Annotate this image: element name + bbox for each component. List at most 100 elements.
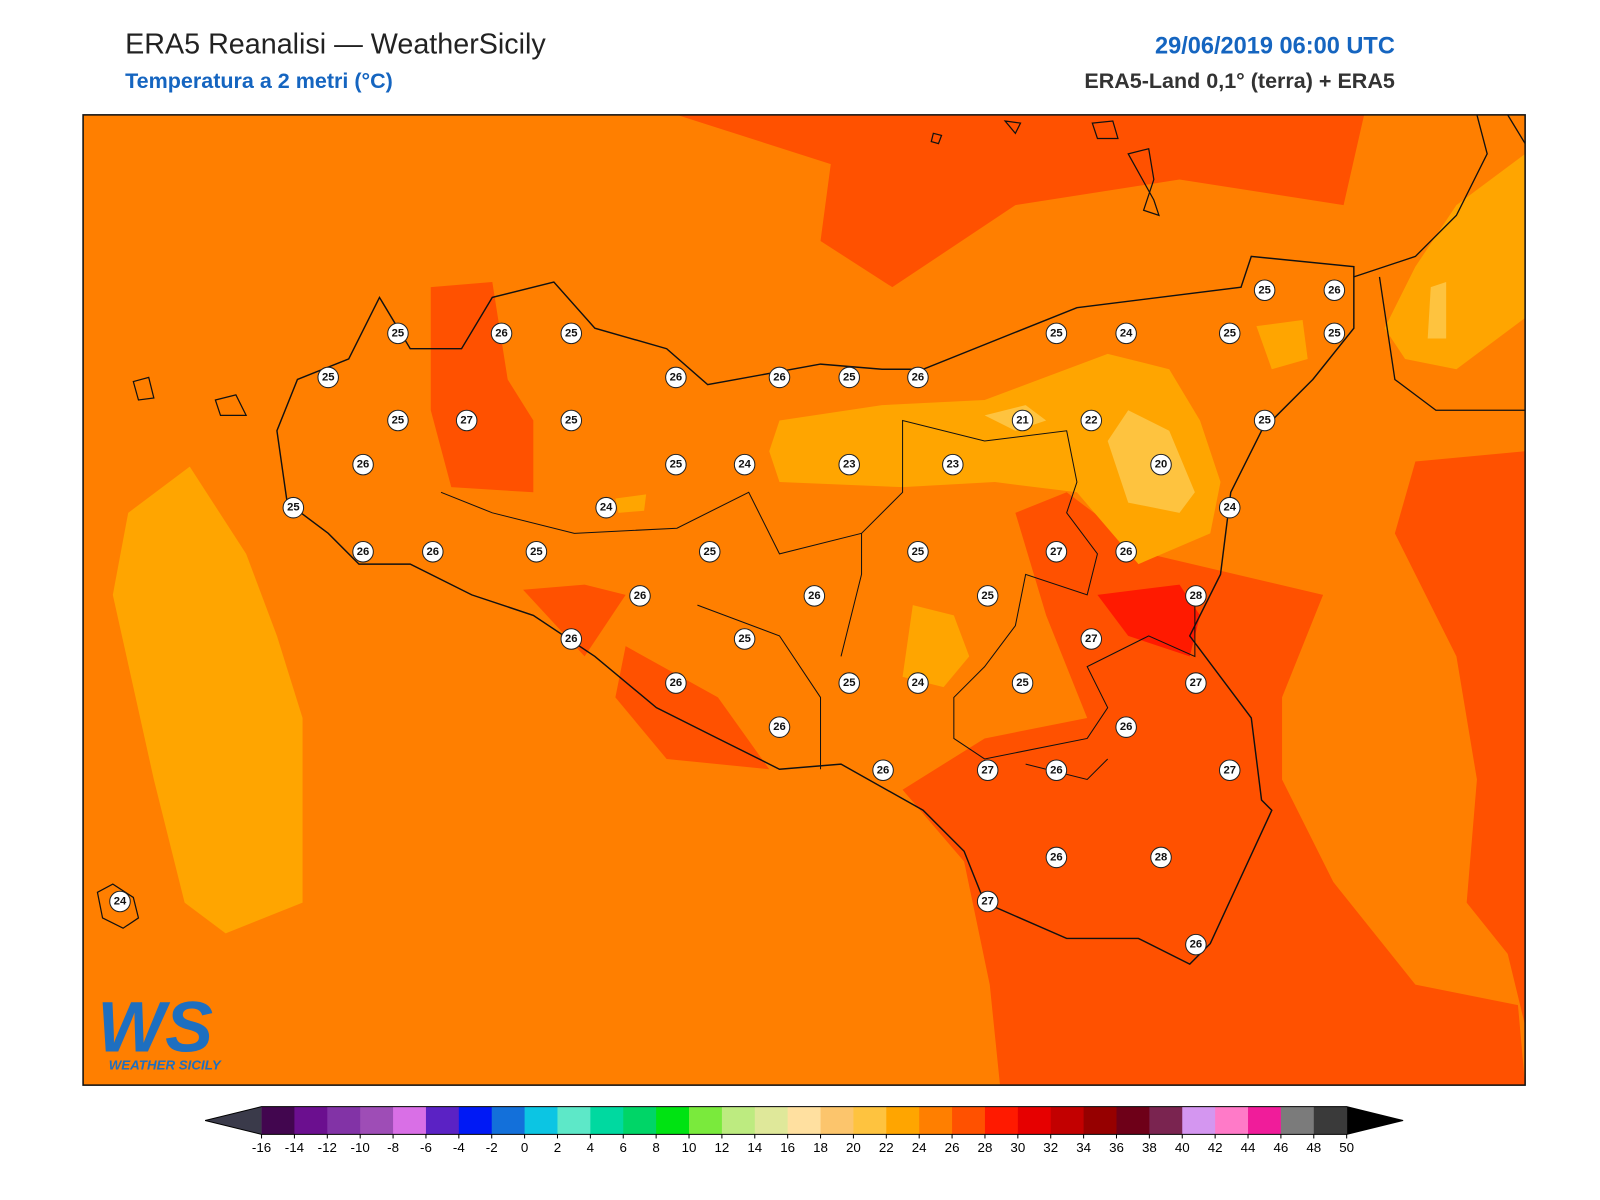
colorbar-label: 10	[682, 1140, 697, 1155]
station-value: 26	[634, 590, 647, 602]
station-marker	[629, 585, 651, 607]
field	[1427, 282, 1447, 339]
station-marker	[1045, 846, 1068, 869]
station-value: 27	[1085, 633, 1098, 645]
colorbar-box	[360, 1106, 394, 1135]
station-value: 28	[1155, 851, 1168, 863]
station-value: 25	[565, 327, 578, 339]
colorbar-outline	[205, 1106, 1404, 1135]
colorbar-label: 30	[1010, 1140, 1025, 1155]
station-marker	[1045, 541, 1068, 563]
colorbar-label: -6	[420, 1140, 432, 1155]
station-marker	[976, 759, 999, 782]
field	[615, 494, 647, 513]
station-marker	[872, 759, 894, 782]
colorbar-box	[590, 1106, 624, 1135]
colorbar-label: -2	[486, 1140, 498, 1155]
station-marker	[1218, 322, 1241, 345]
colorbar-box	[1248, 1106, 1282, 1135]
colorbar-label: 14	[747, 1140, 762, 1155]
station-marker	[838, 453, 860, 476]
station-marker	[1218, 496, 1241, 519]
station-value: 22	[1085, 415, 1098, 427]
station-value: 25	[670, 459, 683, 471]
colorbar-box	[820, 1106, 854, 1135]
station-value: 26	[1328, 284, 1341, 296]
station-value: 24	[1120, 327, 1133, 339]
station-value: 25	[738, 633, 751, 645]
station-marker	[1045, 759, 1068, 782]
station-value: 23	[947, 459, 960, 471]
station-value: 26	[773, 721, 786, 733]
colorbar-box	[1050, 1106, 1085, 1135]
station-value: 25	[703, 546, 716, 558]
colorbar-box	[1149, 1106, 1183, 1135]
station-marker	[1150, 453, 1172, 476]
station-marker	[560, 628, 583, 650]
station-value: 26	[495, 327, 508, 339]
station-marker	[976, 585, 999, 607]
colorbar-box	[1280, 1106, 1315, 1135]
subtitle: Temperatura a 2 metri (°C)	[125, 69, 393, 93]
field	[676, 114, 1365, 288]
station-marker	[665, 672, 687, 694]
station-value: 21	[1016, 415, 1029, 427]
station-value: 27	[981, 896, 994, 908]
colorbar-box	[1215, 1106, 1249, 1135]
station-value: 25	[843, 677, 856, 689]
station-marker	[455, 409, 478, 432]
colorbar-label: 2	[554, 1140, 561, 1155]
station-marker	[387, 322, 409, 345]
field	[112, 466, 303, 934]
colorbar: -16 -14 -12 -10 -8 -6 -4 -2 0 2 4 6 8 10 12 14 16 18 20 22 2…	[205, 1106, 1404, 1155]
station-value: 26	[1120, 546, 1133, 558]
station-value: 25	[1223, 327, 1236, 339]
colorbar-label: 38	[1142, 1140, 1157, 1155]
colorbar-box	[1083, 1106, 1118, 1135]
station-marker	[1115, 541, 1137, 563]
station-marker	[768, 366, 791, 389]
field	[430, 282, 534, 493]
colorbar-label: 16	[780, 1140, 795, 1155]
station-marker	[907, 541, 929, 563]
station-value: 26	[1190, 939, 1203, 951]
station-marker	[387, 409, 409, 432]
station-marker	[698, 541, 721, 563]
station-value: 24	[1223, 502, 1236, 514]
station-marker	[1185, 585, 1207, 607]
station-marker	[317, 366, 339, 389]
station-value: 24	[912, 677, 925, 689]
colorbar-label: 28	[978, 1140, 993, 1155]
station-value: 25	[322, 371, 335, 383]
station-value: 26	[1050, 764, 1063, 776]
station-value: 27	[1050, 546, 1063, 558]
station-marker	[1218, 759, 1241, 782]
colorbar-box	[327, 1106, 361, 1135]
field	[1256, 320, 1308, 370]
colorbar-label: 34	[1076, 1140, 1091, 1155]
station-value: 25	[530, 546, 543, 558]
station-value: 25	[1016, 677, 1029, 689]
colorbar-box	[886, 1106, 920, 1135]
colorbar-box	[458, 1106, 493, 1135]
colorbar-label: 44	[1241, 1140, 1256, 1155]
station-marker	[733, 628, 756, 650]
station-value: 27	[1190, 677, 1203, 689]
station-marker	[1323, 322, 1346, 345]
station-value: 26	[808, 590, 821, 602]
station-marker	[560, 322, 583, 345]
station-value: 25	[1258, 284, 1271, 296]
colorbar-label: -16	[252, 1140, 271, 1155]
colorbar-box	[754, 1106, 789, 1135]
station-value: 27	[460, 415, 473, 427]
station-marker	[1011, 672, 1034, 694]
colorbar-box	[1182, 1106, 1216, 1135]
station-marker	[665, 366, 687, 389]
colorbar-box	[656, 1106, 690, 1135]
colorbar-box	[425, 1106, 460, 1135]
colorbar-label: 46	[1273, 1140, 1288, 1155]
station-marker	[1253, 279, 1276, 302]
colorbar-box	[1017, 1106, 1052, 1135]
